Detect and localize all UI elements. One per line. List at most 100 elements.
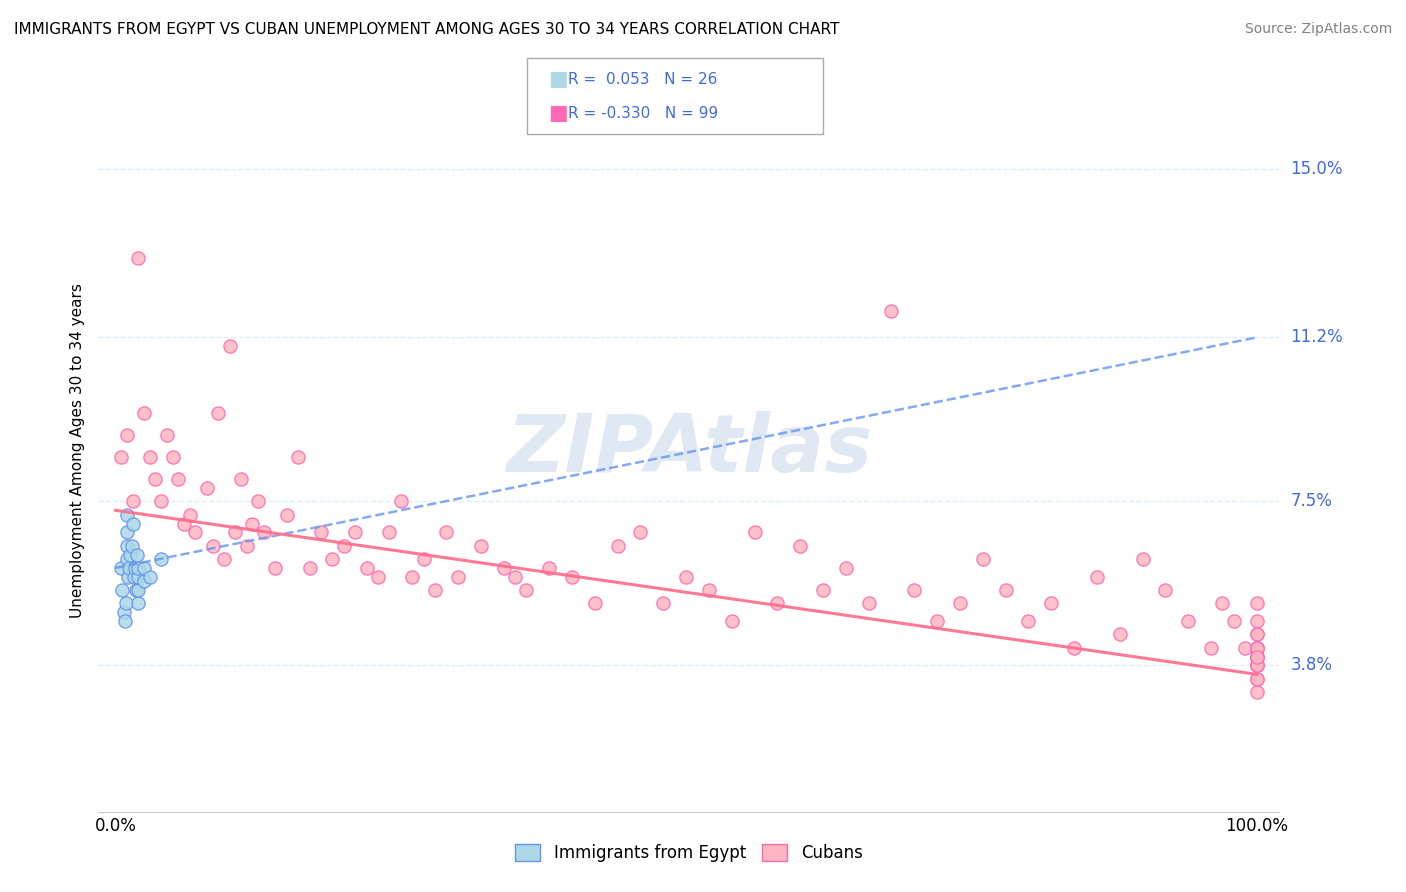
Point [1246,627,1268,641]
Point [344,525,367,540]
Point [1246,596,1268,610]
Point [1246,649,1268,664]
Point [139,570,162,584]
Point [1246,640,1268,655]
Text: ■: ■ [548,70,568,89]
Point [132,574,155,589]
Point [583,596,606,610]
Point [195,481,218,495]
Point [1234,640,1257,655]
Text: ■: ■ [548,103,568,123]
Point [697,583,720,598]
Point [1246,627,1268,641]
Point [229,472,252,486]
Point [298,561,321,575]
Y-axis label: Unemployment Among Ages 30 to 34 years: Unemployment Among Ages 30 to 34 years [69,283,84,618]
Point [1246,614,1268,628]
Point [117,570,139,584]
Point [835,561,858,575]
Point [242,516,264,531]
Point [994,583,1017,598]
Text: R =  0.053   N = 26: R = 0.053 N = 26 [568,72,717,87]
Point [112,605,135,619]
Point [236,539,259,553]
Point [110,450,132,464]
Point [212,552,235,566]
Point [150,552,173,566]
Text: IMMIGRANTS FROM EGYPT VS CUBAN UNEMPLOYMENT AMONG AGES 30 TO 34 YEARS CORRELATIO: IMMIGRANTS FROM EGYPT VS CUBAN UNEMPLOYM… [14,22,839,37]
Point [127,570,149,584]
Point [652,596,675,610]
Point [470,539,492,553]
Point [675,570,697,584]
Point [264,561,287,575]
Point [1246,649,1268,664]
Point [162,450,184,464]
Point [1246,672,1268,686]
Point [287,450,309,464]
Point [1246,640,1268,655]
Point [1246,649,1268,664]
Point [538,561,561,575]
Point [789,539,811,553]
Text: ZIPAtlas: ZIPAtlas [506,411,872,490]
Point [201,539,224,553]
Point [356,561,378,575]
Point [515,583,537,598]
Point [127,548,149,562]
Point [184,525,207,540]
Point [150,494,173,508]
Point [115,539,138,553]
Point [139,450,162,464]
Point [118,561,141,575]
Point [207,406,229,420]
Point [115,525,138,540]
Point [744,525,766,540]
Point [121,539,143,553]
Point [423,583,446,598]
Point [389,494,412,508]
Point [1246,640,1268,655]
Point [378,525,401,540]
Point [1177,614,1199,628]
Point [132,406,155,420]
Point [145,472,167,486]
Point [492,561,515,575]
Point [253,525,276,540]
Text: R = -0.330   N = 99: R = -0.330 N = 99 [568,106,718,120]
Point [880,303,903,318]
Point [447,570,470,584]
Point [122,570,145,584]
Point [858,596,880,610]
Point [247,494,270,508]
Point [927,614,949,628]
Point [1246,658,1268,673]
Point [224,525,246,540]
Point [127,561,149,575]
Point [972,552,994,566]
Point [1246,672,1268,686]
Point [156,428,179,442]
Point [1246,658,1268,673]
Point [949,596,972,610]
Point [121,516,143,531]
Point [412,552,434,566]
Point [1063,640,1085,655]
Point [1085,570,1108,584]
Point [1246,640,1268,655]
Point [309,525,332,540]
Point [111,583,134,598]
Point [1246,640,1268,655]
Point [125,583,148,598]
Point [1223,614,1246,628]
Point [124,561,146,575]
Point [766,596,789,610]
Point [903,583,925,598]
Text: 11.2%: 11.2% [1291,328,1343,346]
Point [401,570,423,584]
Point [1211,596,1233,610]
Point [1246,658,1268,673]
Point [132,561,155,575]
Point [1246,685,1268,699]
Point [121,494,143,508]
